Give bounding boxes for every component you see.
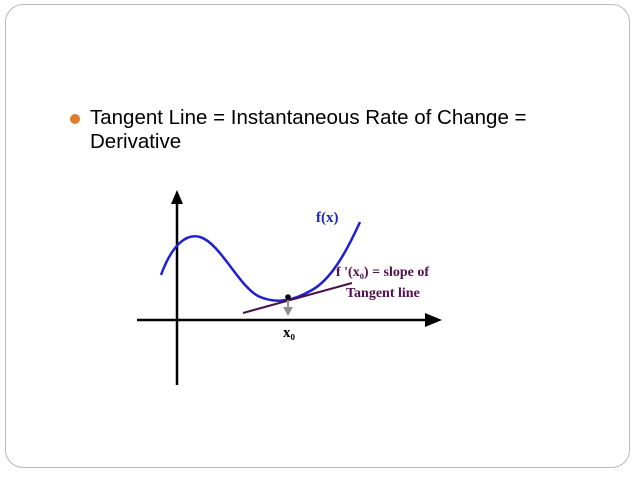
function-curve: [159, 221, 362, 302]
tangent-label: Tangent line: [346, 286, 420, 301]
tangent-line: [242, 282, 353, 314]
bullet-text: Tangent Line = Instantaneous Rate of Cha…: [90, 106, 527, 153]
tangent-point: [285, 294, 291, 300]
bullet-dot-icon: [70, 114, 80, 124]
y-axis-arrow-icon: [171, 190, 183, 204]
x-axis-arrow-icon: [425, 313, 442, 327]
slope-label: f '(x₀) = slope of: [336, 265, 429, 280]
pointer-arrow-icon: [283, 307, 293, 316]
slide-frame: [5, 4, 630, 468]
point-label: x₀: [283, 325, 296, 341]
function-label: f(x): [316, 210, 339, 226]
